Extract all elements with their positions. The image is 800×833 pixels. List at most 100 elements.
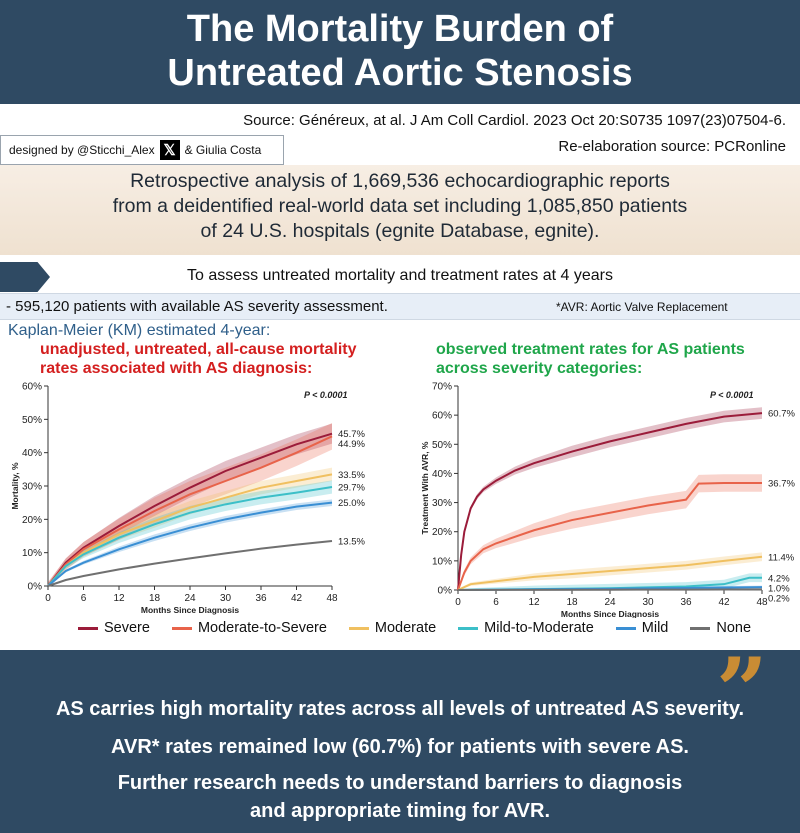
end-value-label: 0.2% [768,593,790,604]
y-axis-label: Mortality, % [10,462,20,510]
x-tick-label: 36 [255,593,267,604]
x-tick-label: 6 [493,597,499,608]
title-banner: The Mortality Burden of Untreated Aortic… [0,0,800,104]
legend-swatch [690,626,711,630]
legend-label: Moderate-to-Severe [197,620,327,636]
series-line [47,432,333,587]
y-tick-label: 60% [22,382,42,393]
confidence-band [458,407,762,590]
p-value-annotation: P < 0.0001 [304,390,347,400]
end-value-label: 45.7% [338,429,365,440]
x-tick-label: 42 [291,593,303,604]
series-line [47,486,333,587]
x-tick-label: 24 [184,593,196,604]
x-tick-label: 42 [718,597,730,608]
y-tick-label: 10% [22,548,42,559]
x-axis-label: Months Since Diagnosis [141,605,240,615]
conclusion-panel: ” AS carries high mortality rates across… [0,646,800,833]
x-tick-label: 0 [45,593,51,604]
y-tick-label: 0% [28,582,43,593]
confidence-band [48,423,332,586]
legend-swatch [348,626,369,630]
end-value-label: 11.4% [768,552,795,563]
y-tick-label: 70% [432,382,452,393]
km-label: Kaplan-Meier (KM) estimated 4-year: [8,322,271,339]
treatment-heading-line-1: observed treatment rates for AS patients [436,341,745,358]
x-tick-label: 48 [756,597,768,608]
legend-label: Mild-to-Moderate [484,620,594,636]
end-value-label: 44.9% [338,439,365,450]
legend-label: Moderate [374,620,437,636]
confidence-band [48,499,332,586]
objective-row: To assess untreated mortality and treatm… [0,262,800,292]
y-tick-label: 40% [432,469,452,480]
end-value-label: 33.5% [338,470,365,481]
x-tick-label: 18 [149,593,161,604]
confidence-band [458,474,762,590]
legend-item-mild: Mild [615,620,669,636]
credit-box: designed by @Sticchi_Alex 𝕏 & Giulia Cos… [0,135,284,165]
patients-bar: - 595,120 patients with available AS sev… [0,293,800,320]
retrospective-box: Retrospective analysis of 1,669,536 echo… [0,165,800,255]
legend-label: None [716,620,752,636]
treatment-chart: 0% 10% 20% 30% 40% 50% 60% 70% 0 6 12 18 24 30 36 42 48 M… [420,382,795,619]
y-tick-label: 20% [22,515,42,526]
end-value-label: 1.0% [768,583,790,594]
series-line [47,501,333,587]
x-tick-label: 18 [566,597,578,608]
y-tick-label: 10% [432,556,452,567]
y-axis-label: Treatment With AVR, % [420,441,430,534]
legend-item-severe: Severe [78,620,150,636]
treatment-heading-line-2: across severity categories: [436,360,643,377]
y-tick-label: 0% [438,586,453,597]
y-tick-label: 30% [22,482,42,493]
end-value-label: 36.7% [768,479,795,490]
mortality-heading: unadjusted, untreated, all-cause mortali… [40,340,380,378]
patients-text: - 595,120 patients with available AS sev… [6,298,388,315]
legend: Severe Moderate-to-Severe Moderate Mild-… [78,620,751,636]
legend-swatch [615,626,636,630]
source-citation: Source: Généreux, at al. J Am Coll Cardi… [243,112,786,129]
y-tick-label: 60% [432,411,452,422]
series-line [47,540,333,587]
conclusion-line-3: Further research needs to understand bar… [117,772,683,794]
x-tick-label: 48 [326,593,338,604]
end-value-label: 13.5% [338,537,365,548]
legend-swatch [78,626,98,630]
x-logo-icon: 𝕏 [159,140,180,160]
x-tick-label: 30 [220,593,232,604]
legend-swatch [458,626,479,630]
y-tick-label: 30% [432,498,452,509]
series-line [457,412,763,591]
end-value-label: 60.7% [768,409,795,420]
x-tick-label: 30 [642,597,654,608]
retrospective-line-1: Retrospective analysis of 1,669,536 echo… [130,170,670,192]
x-axis-label: Months Since Diagnosis [561,609,660,618]
credit-suffix: & Giulia Costa [184,143,262,157]
mortality-heading-line-2: rates associated with AS diagnosis: [40,360,313,377]
x-tick-label: 0 [455,597,461,608]
objective-text: To assess untreated mortality and treatm… [187,267,613,284]
credit-prefix: designed by @Sticchi_Alex [9,143,155,157]
end-value-label: 25.0% [338,498,365,509]
legend-item-moderate: Moderate [348,620,437,636]
title-line-2: Untreated Aortic Stenosis [167,52,633,94]
y-tick-label: 50% [432,440,452,451]
x-tick-label: 6 [81,593,87,604]
series-line [47,435,333,587]
reelaboration-source: Re-elaboration source: PCRonline [558,138,786,155]
conclusion-line-4: and appropriate timing for AVR. [249,800,550,822]
treatment-heading: observed treatment rates for AS patients… [436,340,786,378]
retrospective-line-3: of 24 U.S. hospitals (egnite Database, e… [200,220,600,242]
x-tick-label: 24 [604,597,616,608]
legend-swatch [171,626,192,630]
end-value-label: 4.2% [768,573,790,584]
conclusion-line-1: AS carries high mortality rates across a… [55,698,745,720]
quote-icon: ” [716,638,768,744]
x-tick-label: 12 [528,597,540,608]
legend-label: Severe [104,620,150,636]
legend-label: Mild [641,620,669,636]
x-tick-label: 36 [680,597,692,608]
confidence-band [48,423,332,586]
